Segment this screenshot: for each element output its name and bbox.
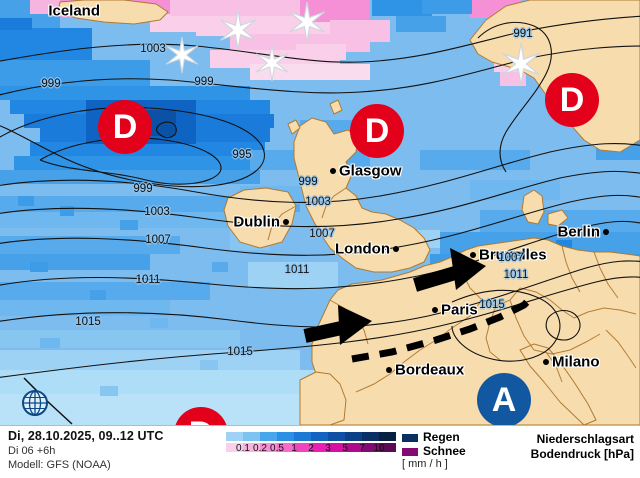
rain-color-ramp xyxy=(226,432,396,441)
land-hebrides xyxy=(287,119,301,135)
globe-leader-2 xyxy=(45,399,73,425)
snow-legend-label: Schnee xyxy=(402,444,466,458)
globe-icon[interactable] xyxy=(22,390,48,416)
isobar-value-label: 999 xyxy=(133,183,153,195)
weather-fronts xyxy=(23,248,537,425)
rain-band-7 xyxy=(345,432,362,441)
scale-tick: 0.5 xyxy=(270,443,284,454)
isobar-value-label: 1011 xyxy=(284,264,310,276)
pressure-center-low[interactable]: D xyxy=(350,104,404,158)
scale-tick: 1 xyxy=(291,443,297,454)
rain-band-0 xyxy=(226,432,243,441)
precipitation-color-scale: 0.1 0.2 0.5 1 2 3 5 7 10 xyxy=(226,432,396,457)
rain-band-3 xyxy=(277,432,294,441)
pressure-center-letter: D xyxy=(559,81,585,119)
isobar-value-label: 991 xyxy=(513,28,533,40)
scale-tick: 2 xyxy=(308,443,314,454)
isobar-value-label: 999 xyxy=(41,78,61,90)
scale-tick: 0.2 xyxy=(253,443,267,454)
pressure-center-high[interactable]: A xyxy=(477,373,531,427)
land-ireland xyxy=(223,187,297,249)
flow-arrow-1 xyxy=(303,305,372,345)
scale-tick-labels: 0.1 0.2 0.5 1 2 3 5 7 10 xyxy=(226,443,396,457)
rain-band-9 xyxy=(379,432,396,441)
parameter-title-2: Bodendruck [hPa] xyxy=(530,447,634,461)
isobar-value-label: 999 xyxy=(194,76,214,88)
isobar-value-label: 1015 xyxy=(75,316,101,328)
rain-band-4 xyxy=(294,432,311,441)
isobar-value-label: 1003 xyxy=(305,196,331,208)
pressure-center-letter: A xyxy=(491,381,517,419)
pressure-center-letter: D xyxy=(112,108,138,146)
run-offset-label: Di 06 +6h xyxy=(8,445,56,457)
isobar-value-label: 1011 xyxy=(503,269,529,281)
parameter-title-1: Niederschlagsart xyxy=(536,432,634,446)
weather-map-canvas[interactable]: Iceland Glasgow Dublin London Bruxelles Berli… xyxy=(0,0,640,425)
isobar-value-label: 999 xyxy=(298,176,318,188)
flow-arrow-2 xyxy=(412,248,486,292)
rain-swatch xyxy=(402,433,418,442)
isobar-lines xyxy=(0,15,640,378)
isobar-value-label: 1003 xyxy=(140,43,166,55)
scale-tick: 10 xyxy=(373,443,385,454)
land-shetland xyxy=(329,99,343,115)
landmasses xyxy=(57,0,640,425)
isobar-value-label: 1015 xyxy=(479,299,505,311)
rain-band-6 xyxy=(328,432,345,441)
map-svg xyxy=(0,0,640,425)
rain-band-1 xyxy=(243,432,260,441)
scale-tick: 0.1 xyxy=(236,443,250,454)
legend-bar: Di, 28.10.2025, 09..12 UTC Di 06 +6h Mod… xyxy=(0,425,640,478)
rain-band-5 xyxy=(311,432,328,441)
land-italy xyxy=(519,343,597,425)
rain-band-2 xyxy=(260,432,277,441)
pressure-center-low[interactable]: D xyxy=(98,100,152,154)
pressure-center-low[interactable]: D xyxy=(545,73,599,127)
isobar-value-label: 1007 xyxy=(145,234,171,246)
land-iceland xyxy=(57,0,169,25)
scale-tick: 7 xyxy=(359,443,365,454)
pressure-center-letter: D xyxy=(364,112,390,150)
land-denmark xyxy=(521,189,545,225)
scale-tick: 5 xyxy=(342,443,348,454)
scale-tick: 3 xyxy=(325,443,331,454)
isobar-value-label: 1007 xyxy=(309,228,335,240)
land-danish-isles xyxy=(547,209,569,227)
land-iberia xyxy=(299,371,347,425)
isobar-value-label: 995 xyxy=(232,149,252,161)
country-borders xyxy=(267,187,637,393)
model-label: Modell: GFS (NOAA) xyxy=(8,459,111,471)
valid-time-label: Di, 28.10.2025, 09..12 UTC xyxy=(8,429,164,443)
isobar-value-label: 1015 xyxy=(227,346,253,358)
rain-legend-label: Regen xyxy=(402,430,460,444)
isobar-value-label: 1003 xyxy=(144,206,170,218)
isobar-value-label: 1007 xyxy=(498,252,524,264)
run-info: Di, 28.10.2025, 09..12 UTC Di 06 +6h Mod… xyxy=(8,429,163,471)
occluded-front-line xyxy=(351,292,537,363)
snow-swatch xyxy=(402,447,418,456)
unit-label: [ mm / h ] xyxy=(402,458,448,470)
isobar-value-label: 1011 xyxy=(135,274,161,286)
rain-band-8 xyxy=(362,432,379,441)
